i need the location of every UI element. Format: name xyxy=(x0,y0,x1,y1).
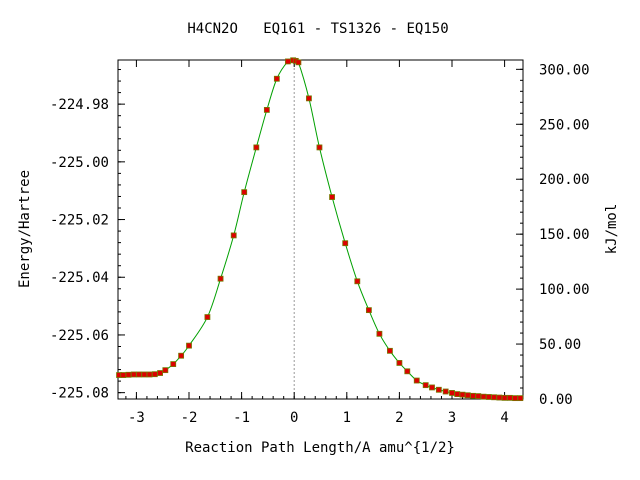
data-point xyxy=(217,275,224,282)
x-axis-ticks: -3 -2 -1 0 1 2 3 4 xyxy=(125,60,516,426)
y2-tick-label: 150.00 xyxy=(539,227,590,243)
data-point xyxy=(387,347,393,354)
energy-curve xyxy=(119,58,521,399)
x-tick-label: -3 xyxy=(128,410,145,426)
data-point xyxy=(506,394,513,401)
y-axis-right-label: kJ/mol xyxy=(604,204,620,255)
data-point xyxy=(459,391,466,398)
data-point xyxy=(230,232,237,239)
x-tick-label: 2 xyxy=(395,410,403,426)
data-point xyxy=(442,388,449,395)
x-tick-label: -1 xyxy=(233,410,250,426)
y-tick-label: -225.02 xyxy=(50,213,109,229)
data-point xyxy=(162,367,169,374)
data-point xyxy=(120,372,127,378)
x-tick-label: 0 xyxy=(290,410,298,426)
y2-tick-label: 50.00 xyxy=(539,337,581,353)
y-axis-left-label: Energy/Hartree xyxy=(17,170,33,288)
data-point xyxy=(178,352,185,359)
data-point xyxy=(429,384,435,391)
data-point xyxy=(485,394,492,400)
data-point xyxy=(136,371,142,378)
plot-frame xyxy=(117,59,524,400)
y2-tick-label: 300.00 xyxy=(539,62,590,78)
y2-tick-label: 0.00 xyxy=(539,392,573,408)
y-tick-label: -225.04 xyxy=(50,270,109,286)
data-point xyxy=(496,394,503,401)
data-point xyxy=(141,371,148,378)
data-point xyxy=(517,395,524,402)
y-axis-right-ticks: 0.00 50.00 100.00 150.00 200.00 250.00 300.00 xyxy=(516,62,590,408)
data-point xyxy=(454,391,461,398)
data-point xyxy=(404,368,411,375)
data-point xyxy=(512,395,519,402)
data-point xyxy=(464,392,471,399)
x-tick-label: 3 xyxy=(448,410,456,426)
data-point xyxy=(170,361,177,367)
y-axis-left-ticks: -225.08 -225.06 -225.04 -225.02 -225.00 -224.… xyxy=(50,69,125,402)
data-point xyxy=(413,377,420,384)
x-tick-label: 4 xyxy=(500,410,508,426)
data-point xyxy=(241,189,248,196)
x-axis-label: Reaction Path Length/A amu^{1/2} xyxy=(185,440,455,456)
data-point xyxy=(342,240,349,247)
data-point xyxy=(253,144,260,151)
data-point xyxy=(376,330,383,337)
y2-tick-label: 100.00 xyxy=(539,282,590,298)
chart-title: H4CN2O EQ161 - TS1326 - EQ150 xyxy=(187,21,448,37)
data-point xyxy=(146,371,153,378)
y2-tick-label: 250.00 xyxy=(539,117,590,133)
data-points xyxy=(116,57,524,402)
data-point xyxy=(125,371,132,378)
data-point xyxy=(186,342,192,349)
y-tick-label: -225.06 xyxy=(50,328,109,344)
data-point xyxy=(365,307,372,314)
y-tick-label: -224.98 xyxy=(50,97,109,113)
y-tick-label: -225.00 xyxy=(50,155,109,171)
data-point xyxy=(204,314,211,320)
data-point xyxy=(501,394,508,401)
data-point xyxy=(435,386,442,393)
data-point xyxy=(130,371,137,378)
data-point xyxy=(354,278,361,285)
data-point xyxy=(475,393,482,400)
data-point xyxy=(470,392,476,399)
data-point xyxy=(273,75,280,82)
data-point xyxy=(263,107,270,113)
data-point xyxy=(396,360,403,366)
data-point xyxy=(295,59,302,66)
x-tick-label: -2 xyxy=(181,410,198,426)
x-tick-label: 1 xyxy=(343,410,351,426)
y2-tick-label: 200.00 xyxy=(539,172,590,188)
data-point xyxy=(480,393,487,400)
data-point xyxy=(157,370,163,376)
data-point xyxy=(306,95,312,102)
data-point xyxy=(422,382,429,389)
data-point xyxy=(449,390,455,396)
data-point xyxy=(284,58,291,65)
y-tick-label: -225.08 xyxy=(50,386,109,402)
data-point xyxy=(316,144,323,151)
data-point xyxy=(491,394,497,401)
data-point xyxy=(329,194,335,200)
data-point xyxy=(151,371,158,378)
